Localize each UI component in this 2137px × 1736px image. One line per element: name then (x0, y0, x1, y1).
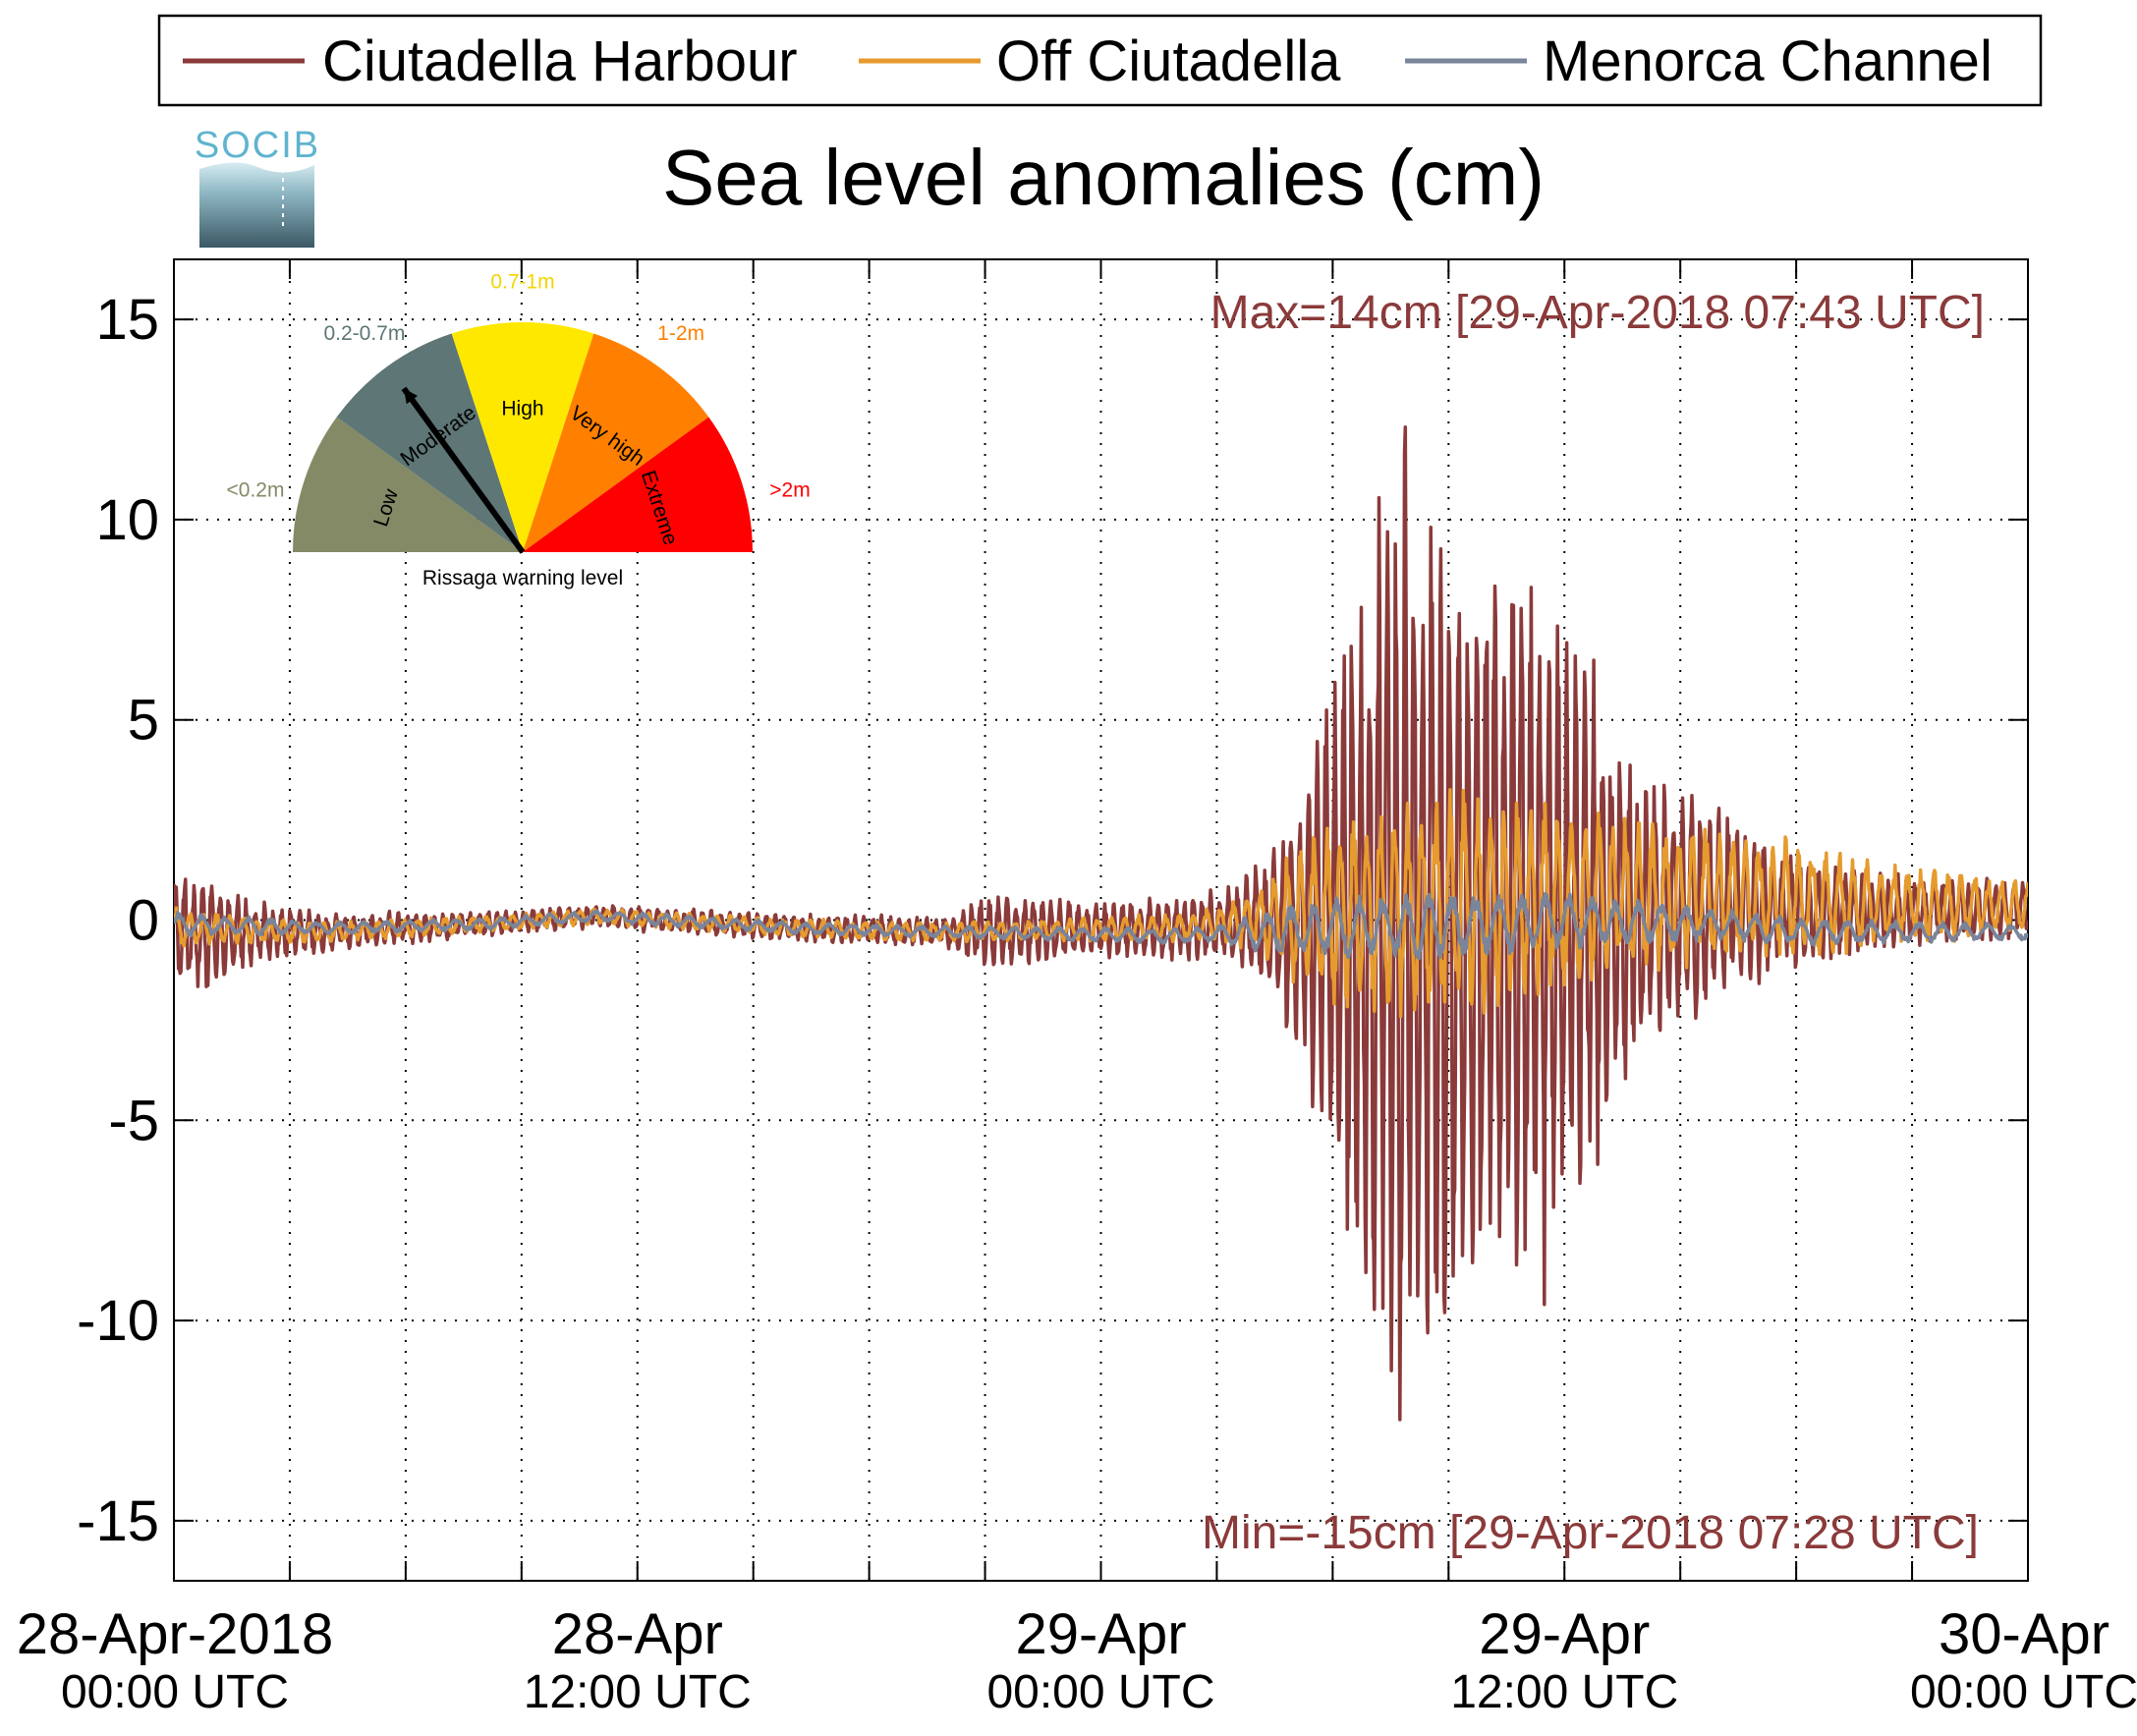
legend-label-menorca-channel: Menorca Channel (1543, 29, 1993, 93)
legend-box (157, 14, 2043, 107)
legend: Ciutadella Harbour Off Ciutadella Menorc… (157, 14, 2043, 107)
x-tick-time-label: 12:00 UTC (1450, 1666, 1678, 1718)
gauge-sector-extreme (523, 417, 753, 552)
series-line-menorca-channel (174, 891, 2028, 961)
gauge-needle-arrowhead (404, 388, 419, 405)
y-tick-label: 10 (95, 488, 159, 552)
y-tick-label: -5 (108, 1089, 159, 1152)
gauge-sector-very-high (523, 333, 709, 552)
gauge-needle (401, 386, 526, 554)
x-tick-date-label: 29-Apr (1015, 1602, 1186, 1666)
x-tick-time-label: 12:00 UTC (524, 1666, 752, 1718)
y-tick-label: -15 (77, 1489, 159, 1553)
y-tick-label: 5 (128, 689, 159, 753)
gauge-range-high: 0.7-1m (490, 271, 554, 294)
min-annotation: Min=-15cm [29-Apr-2018 07:28 UTC] (1202, 1507, 1979, 1559)
socib-logo: SOCIB (195, 125, 320, 248)
gauge-sector-low (293, 417, 523, 552)
legend-label-off-ciutadella: Off Ciutadella (996, 29, 1341, 93)
x-tick-date-label: 30-Apr (1939, 1602, 2109, 1666)
x-tick-date-label: 29-Apr (1479, 1602, 1650, 1666)
gauge-label-high: High (501, 397, 543, 420)
gauge-range-moderate: 0.2-0.7m (323, 322, 405, 345)
gauge-range-low: <0.2m (227, 479, 285, 502)
x-tick-date-label: 28-Apr (552, 1602, 723, 1666)
gauge-caption: Rissaga warning level (422, 567, 623, 589)
series-line-off-ciutadella (174, 788, 2028, 1019)
series-line-ciutadella-harbour (174, 425, 2028, 1422)
x-tick-time-label: 00:00 UTC (1910, 1666, 2137, 1718)
series-layer (174, 425, 2028, 1422)
gauge-sector-high (451, 322, 594, 552)
chart-title: Sea level anomalies (cm) (662, 134, 1545, 221)
y-tick-label: 0 (128, 889, 159, 953)
y-tick-label: 15 (95, 288, 159, 352)
x-tick-time-label: 00:00 UTC (986, 1666, 1214, 1718)
gauge-sector-moderate (336, 333, 523, 552)
socib-logo-wave (199, 162, 314, 248)
y-axis: 15 10 5 0 -5 -10 -15 (77, 288, 2028, 1553)
socib-logo-text: SOCIB (195, 125, 320, 166)
x-tick-time-label: 00:00 UTC (61, 1666, 289, 1718)
x-tick-date-label: 28-Apr-2018 (17, 1602, 333, 1666)
legend-label-ciutadella-harbour: Ciutadella Harbour (322, 29, 798, 93)
max-annotation: Max=14cm [29-Apr-2018 07:43 UTC] (1210, 287, 1985, 339)
y-tick-label: -10 (77, 1289, 159, 1353)
gauge-range-very-high: 1-2m (657, 322, 704, 345)
gauge-range-extreme: >2m (769, 479, 810, 502)
